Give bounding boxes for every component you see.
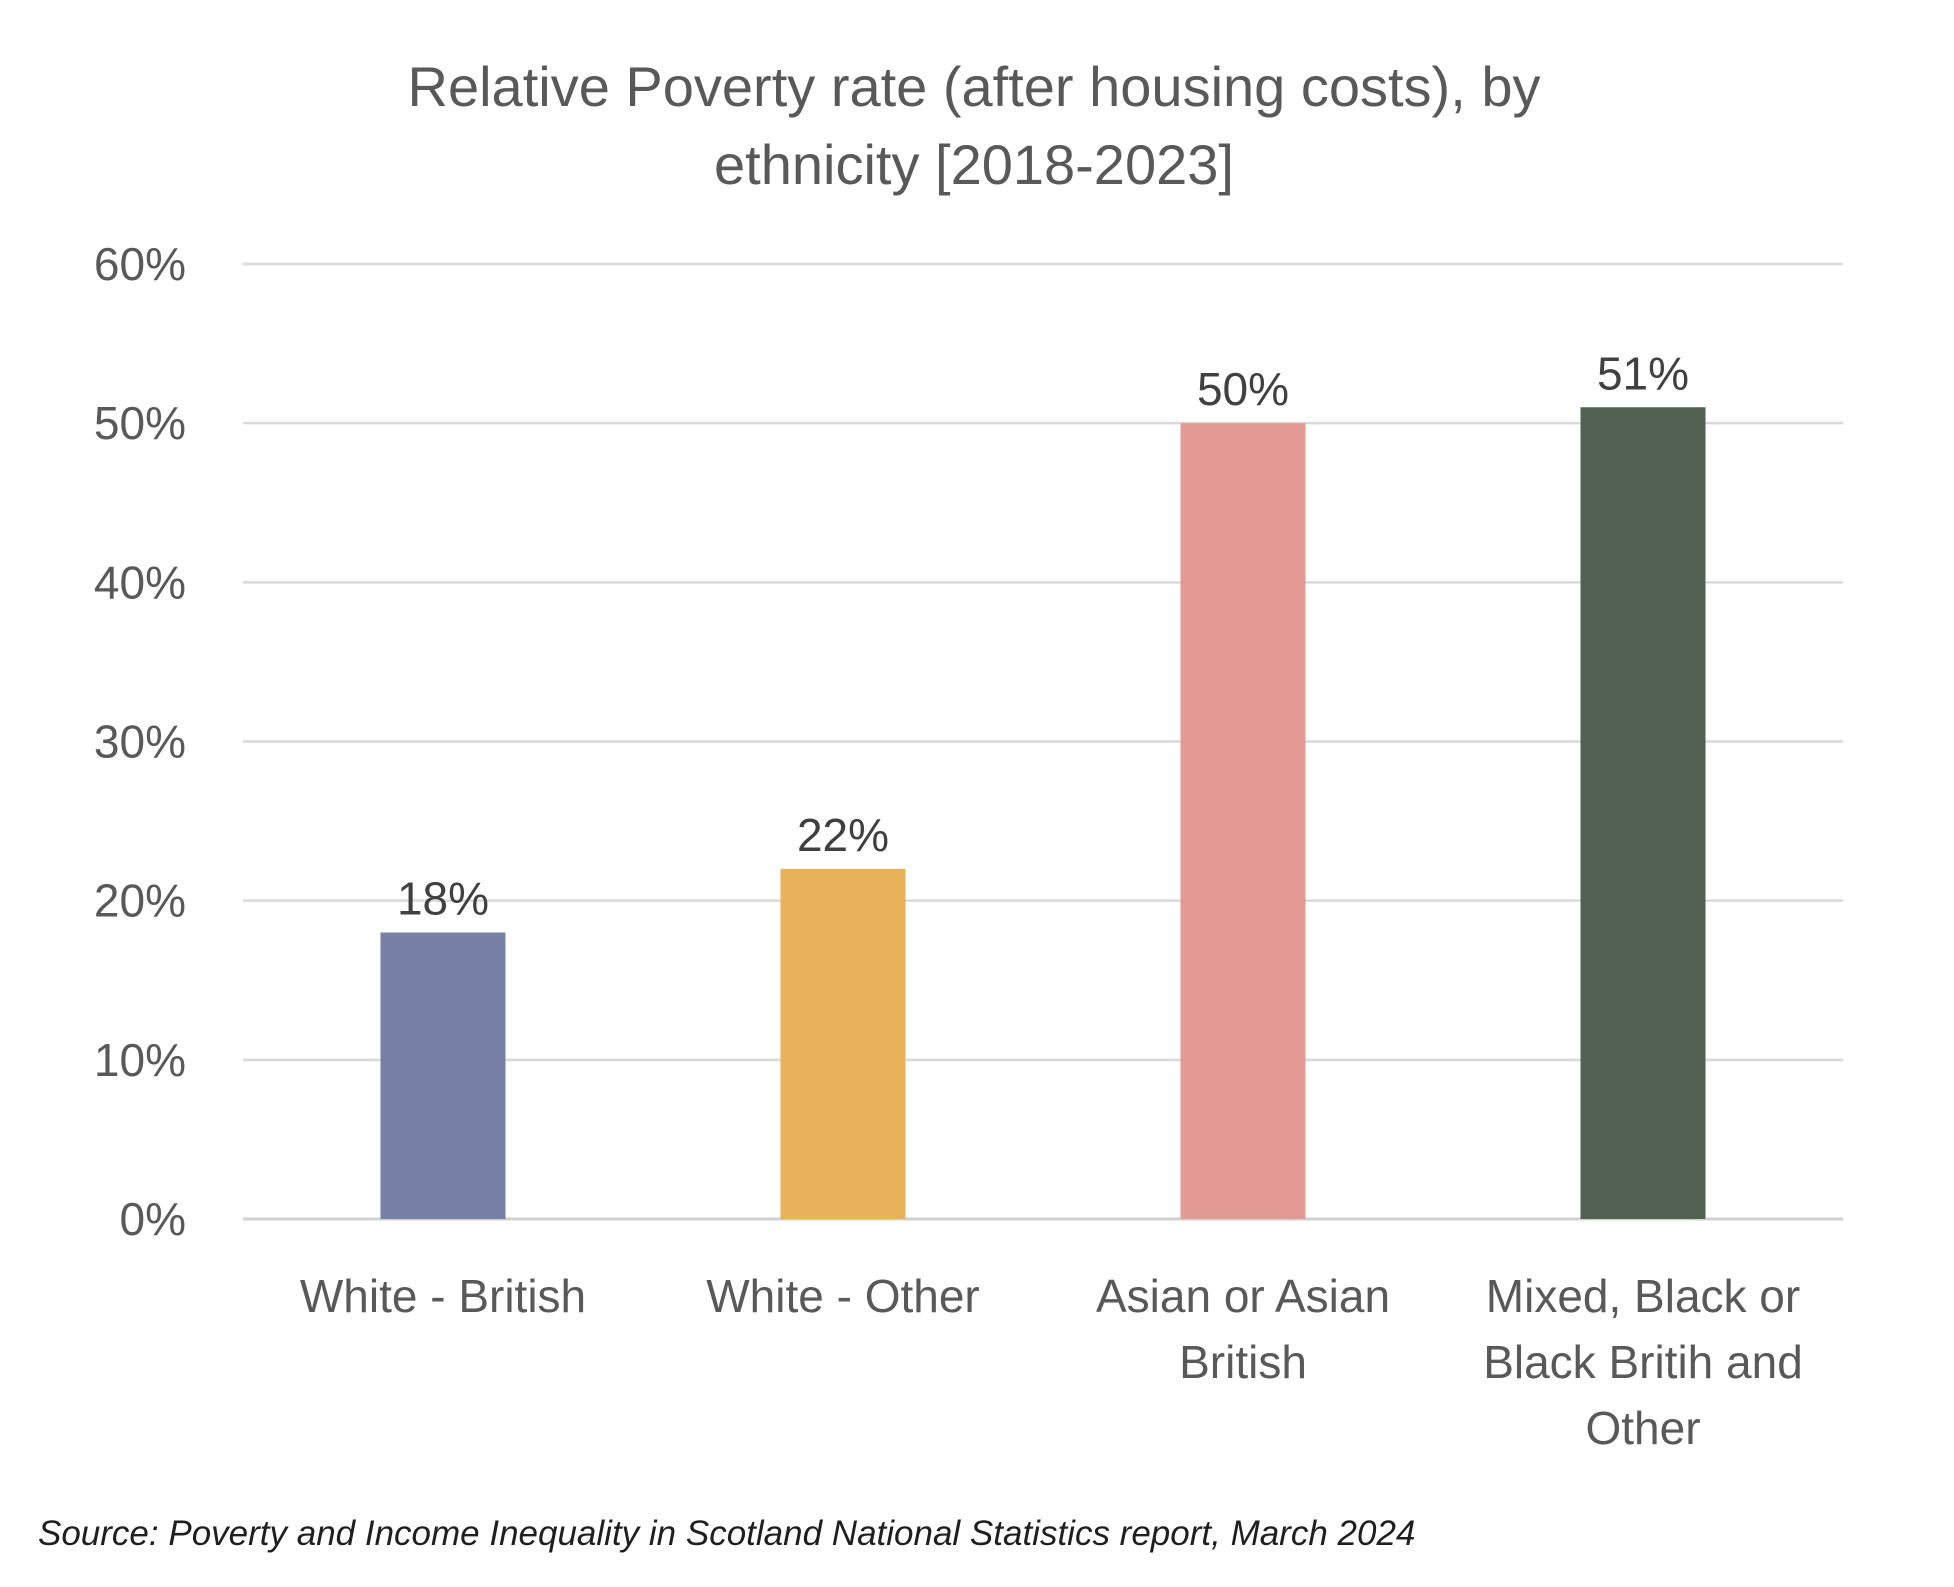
bars <box>380 407 1706 1220</box>
bar <box>1580 407 1706 1219</box>
x-category-label: White - Other <box>706 1270 980 1322</box>
data-label: 22% <box>797 809 889 861</box>
x-category-label: White - British <box>300 1270 586 1322</box>
y-tick-label: 30% <box>94 716 186 768</box>
y-tick-label: 20% <box>94 875 186 927</box>
data-labels: 18% 22% 50% 51% <box>397 347 1689 924</box>
data-label: 51% <box>1597 347 1689 399</box>
x-category-label: Black Britih and <box>1483 1336 1803 1388</box>
y-tick-label: 0% <box>120 1193 186 1245</box>
data-label: 50% <box>1197 363 1289 415</box>
y-tick-label: 60% <box>94 238 186 290</box>
chart-title-line-1: Relative Poverty rate (after housing cos… <box>408 55 1541 118</box>
bar <box>380 932 506 1219</box>
y-axis-tick-labels: 0% 10% 20% 30% 40% 50% 60% <box>94 238 186 1245</box>
x-category-label: Asian or Asian <box>1096 1270 1390 1322</box>
x-category-label: Mixed, Black or <box>1486 1270 1800 1322</box>
gridlines <box>243 262 1843 1221</box>
y-tick-label: 40% <box>94 556 186 608</box>
x-category-label: British <box>1179 1336 1307 1388</box>
x-axis-category-labels: White - British White - Other Asian or Asi… <box>300 1270 1803 1454</box>
chart-title-line-2: ethnicity [2018-2023] <box>714 133 1234 196</box>
bar <box>780 868 906 1219</box>
bar <box>1180 423 1306 1220</box>
data-label: 18% <box>397 873 489 925</box>
y-tick-label: 50% <box>94 397 186 449</box>
y-tick-label: 10% <box>94 1034 186 1086</box>
source-note: Source: Poverty and Income Inequality in… <box>38 1514 1415 1553</box>
x-category-label: Other <box>1585 1402 1700 1454</box>
